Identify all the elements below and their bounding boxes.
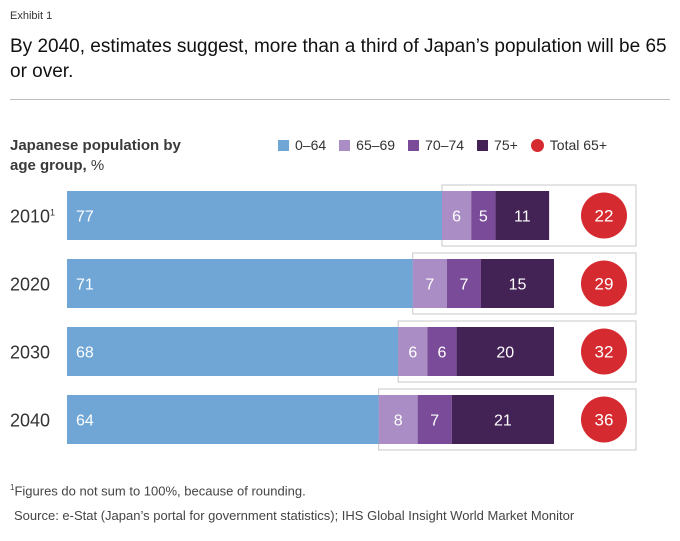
total-label-2020: 29: [595, 275, 614, 294]
bar-75-plus-2030: [456, 327, 554, 376]
exhibit-label: Exhibit 1: [10, 10, 53, 22]
legend-swatch-65-69: [339, 139, 351, 151]
legend-swatch-0-64: [278, 139, 289, 151]
legend-swatch-70-74: [408, 139, 420, 151]
source-note: Source: e-Stat (Japan’s portal for gover…: [14, 508, 575, 523]
legend-label-total-65-plus: Total 65+: [549, 137, 607, 153]
year-label-2020: 2020: [10, 275, 50, 295]
legend: 0–64 65–69 70–74 75+ Total 65+: [278, 137, 607, 153]
value-label-65-69-2010: 6: [452, 209, 461, 226]
total-label-2040: 36: [595, 411, 614, 430]
legend-swatch-75-plus: [477, 139, 489, 151]
value-label-0-64-2020: 71: [76, 277, 94, 294]
total-circle-2030: [581, 328, 627, 375]
value-label-70-74-2030: 6: [438, 345, 447, 362]
value-label-65-69-2040: 8: [394, 413, 403, 430]
headline: By 2040, estimates suggest, more than a …: [10, 36, 667, 82]
legend-item-65-69: 65–69: [339, 137, 395, 153]
total-circle-2040: [581, 396, 627, 443]
value-label-75-plus-2040: 21: [494, 413, 512, 430]
total-circle-2020: [581, 260, 627, 307]
bar-70-74-2020: [446, 259, 481, 308]
legend-item-70-74: 70–74: [408, 137, 464, 153]
legend-dot-total-65-plus: [530, 138, 544, 152]
bar-65-69-2040: [378, 395, 418, 444]
total-label-2030: 32: [595, 343, 614, 362]
bar-75-plus-2020: [480, 259, 554, 308]
bar-0-64-2030: [67, 327, 399, 376]
bar-70-74-2040: [417, 395, 452, 444]
bar-75-plus-2010: [495, 191, 550, 240]
value-label-75-plus-2030: 20: [496, 345, 514, 362]
footnote: 1Figures do not sum to 100%, because of …: [10, 483, 306, 498]
bar-70-74-2010: [471, 191, 496, 240]
bar-65-69-2020: [412, 259, 447, 308]
legend-item-75-plus: 75+: [477, 137, 518, 153]
value-label-75-plus-2010: 11: [514, 209, 531, 226]
bar-0-64-2010: [67, 191, 442, 240]
legend-label-70-74: 70–74: [425, 137, 465, 153]
bar-0-64-2020: [67, 259, 413, 308]
footnote-text: Figures do not sum to 100%, because of r…: [14, 483, 306, 499]
value-label-70-74-2010: 5: [479, 209, 488, 226]
legend-item-0-64: 0–64: [278, 137, 326, 153]
bar-65-69-2010: [441, 191, 472, 240]
legend-item-total-65-plus: Total 65+: [530, 137, 607, 153]
chart-title: Japanese population by age group, %: [10, 136, 210, 176]
value-label-75-plus-2020: 15: [509, 277, 527, 294]
footnote-marker: 1: [10, 483, 15, 492]
legend-label-0-64: 0–64: [295, 137, 327, 153]
bar-0-64-2040: [67, 395, 379, 444]
chart-title-text: Japanese population by age group,: [10, 137, 181, 174]
value-label-65-69-2020: 7: [425, 277, 434, 294]
year-label-2040: 2040: [10, 411, 50, 431]
chart-title-unit: %: [90, 157, 105, 174]
value-label-0-64-2040: 64: [76, 413, 94, 430]
bar-70-74-2030: [427, 327, 457, 376]
year-footnote-marker: 1: [50, 208, 55, 218]
total-label-2010: 22: [595, 207, 614, 226]
title-divider: [10, 99, 670, 100]
bar-75-plus-2040: [451, 395, 554, 444]
legend-label-65-69: 65–69: [356, 137, 396, 153]
value-label-70-74-2020: 7: [459, 277, 468, 294]
value-label-0-64-2010: 77: [76, 209, 94, 226]
legend-label-75-plus: 75+: [494, 137, 518, 153]
value-label-0-64-2030: 68: [76, 345, 94, 362]
total-circle-2010: [581, 192, 627, 239]
year-label-2010: 20101: [10, 207, 55, 227]
year-label-2030: 2030: [10, 343, 50, 363]
value-label-70-74-2040: 7: [430, 413, 439, 430]
value-label-65-69-2030: 6: [408, 345, 417, 362]
bar-65-69-2030: [398, 327, 428, 376]
